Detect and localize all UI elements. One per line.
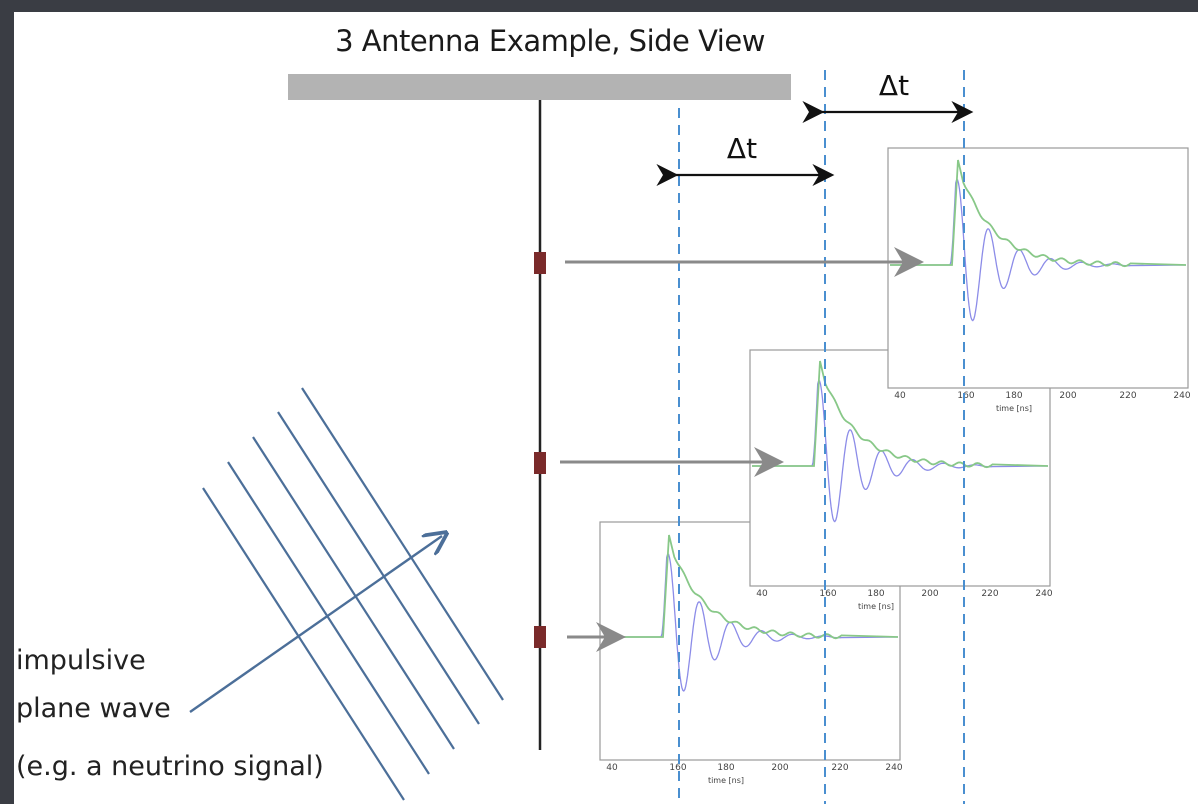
wavefront-4 bbox=[277, 411, 480, 725]
tick-label-middle-0: 40 bbox=[756, 589, 768, 599]
wavefront-5 bbox=[301, 387, 504, 701]
envelope-trace-bottom bbox=[602, 534, 899, 640]
tick-label-bottom-2: 180 bbox=[717, 763, 734, 773]
envelope-trace-middle bbox=[752, 360, 1049, 469]
x-axis-label-middle: time [ns] bbox=[858, 602, 894, 611]
x-axis-label-top: time [ns] bbox=[996, 404, 1032, 413]
tick-label-top-1: 160 bbox=[957, 391, 974, 401]
tick-label-middle-1: 160 bbox=[819, 589, 836, 599]
antenna-top bbox=[534, 252, 546, 274]
antenna-middle bbox=[534, 452, 546, 474]
delta-t-label-upper: Δt bbox=[879, 69, 909, 102]
tick-label-top-0: 40 bbox=[894, 391, 906, 401]
tick-label-middle-3: 200 bbox=[921, 589, 938, 599]
wavefront-3 bbox=[252, 436, 455, 750]
tick-label-middle-5: 240 bbox=[1035, 589, 1052, 599]
plot-frame-top bbox=[887, 147, 1189, 389]
antenna-bottom bbox=[534, 626, 546, 648]
tick-label-top-5: 240 bbox=[1173, 391, 1190, 401]
delta-t-label-lower: Δt bbox=[727, 132, 757, 165]
tick-label-middle-2: 180 bbox=[867, 589, 884, 599]
signal-trace-bottom bbox=[602, 553, 899, 692]
tick-label-middle-4: 220 bbox=[981, 589, 998, 599]
ground-surface bbox=[288, 74, 791, 100]
x-axis-label-bottom: time [ns] bbox=[708, 776, 744, 785]
envelope-trace-top bbox=[890, 159, 1187, 268]
tick-label-top-2: 180 bbox=[1005, 391, 1022, 401]
tick-label-bottom-1: 160 bbox=[669, 763, 686, 773]
waveform-plot-middle: 40 160 180 200 220 240 time [ns] bbox=[749, 349, 1053, 611]
wave-label-line1: impulsive bbox=[16, 645, 146, 676]
tick-label-bottom-0: 40 bbox=[606, 763, 618, 773]
wavefront-2 bbox=[227, 461, 430, 775]
tick-label-bottom-3: 200 bbox=[771, 763, 788, 773]
diagram-title: 3 Antenna Example, Side View bbox=[335, 24, 765, 58]
plane-wavefronts bbox=[202, 387, 504, 801]
waveform-plot-top: 40 160 180 200 220 240 time [ns] bbox=[887, 147, 1191, 413]
tick-label-top-4: 220 bbox=[1119, 391, 1136, 401]
signal-trace-top bbox=[890, 179, 1187, 322]
wavefront-1 bbox=[202, 487, 405, 801]
plot-frame-middle bbox=[749, 349, 1051, 587]
tick-label-bottom-4: 220 bbox=[831, 763, 848, 773]
tick-label-bottom-5: 240 bbox=[885, 763, 902, 773]
tick-label-top-3: 200 bbox=[1059, 391, 1076, 401]
propagation-arrow bbox=[189, 536, 442, 713]
wave-label-line3: (e.g. a neutrino signal) bbox=[16, 751, 324, 782]
wave-label-line2: plane wave bbox=[16, 693, 171, 724]
